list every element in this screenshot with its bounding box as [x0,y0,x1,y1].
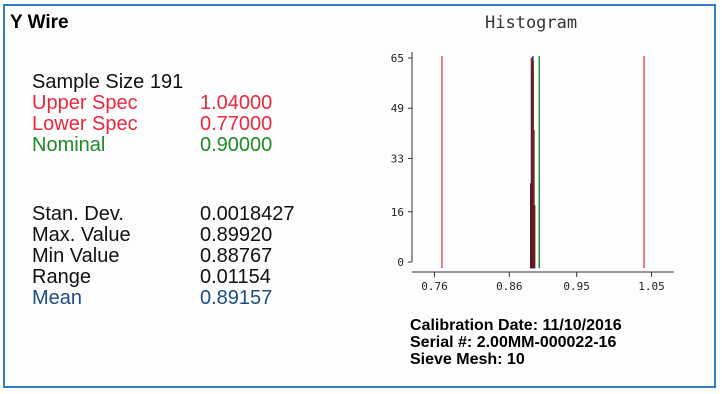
nominal-row: Nominal 0.90000 [32,134,272,156]
spec-block: Sample Size 191 Upper Spec 1.04000 Lower… [32,72,272,156]
nominal-label: Nominal [32,134,106,156]
range-value: 0.01154 [200,266,271,288]
sieve-mesh: Sieve Mesh: 10 [410,351,525,368]
upper-spec-label: Upper Spec [32,92,138,114]
mean-label: Mean [32,287,83,309]
max-value: 0.89920 [200,224,273,246]
histogram-bar [533,205,536,269]
histogram-chart: 0 16 33 49 65 0.76 0.86 0.95 1.05 [391,52,674,293]
report-panel [3,4,716,388]
serial-number: Serial #: 2.00MM-000022-16 [410,334,617,351]
lower-spec-row: Lower Spec 0.77000 [32,113,272,135]
x-tick-label: 1.05 [638,280,665,293]
y-tick-label: 0 [397,256,404,269]
sample-size-value: 191 [149,71,184,93]
x-tick-label: 0.95 [563,280,590,293]
x-tick-label: 0.76 [421,280,448,293]
min-value-label: Min Value [32,245,120,267]
range-label: Range [32,266,91,288]
max-value-label: Max. Value [32,224,131,246]
x-tick-label: 0.86 [496,280,523,293]
panel-title: Y Wire [10,12,69,33]
y-tick-label: 49 [391,102,404,115]
y-tick-label: 33 [391,152,404,165]
nominal-value: 0.90000 [200,134,273,156]
calibration-date: Calibration Date: 11/10/2016 [410,317,622,334]
y-tick-label: 16 [391,206,404,219]
calibration-info: Calibration Date: 11/10/2016 Serial #: 2… [410,317,622,368]
sample-size-label: Sample Size [32,71,145,93]
lower-spec-label: Lower Spec [32,113,138,135]
y-tick-label: 65 [391,52,404,65]
sample-size-row: Sample Size 191 [32,72,183,93]
std-dev-label: Stan. Dev. [32,203,124,225]
histogram-title: Histogram [485,13,578,33]
std-dev-value: 0.0018427 [200,203,295,225]
lower-spec-value: 0.77000 [200,113,273,135]
upper-spec-row: Upper Spec 1.04000 [32,92,272,114]
upper-spec-value: 1.04000 [200,92,273,114]
min-value: 0.88767 [200,245,273,267]
mean-value: 0.89157 [200,287,273,309]
